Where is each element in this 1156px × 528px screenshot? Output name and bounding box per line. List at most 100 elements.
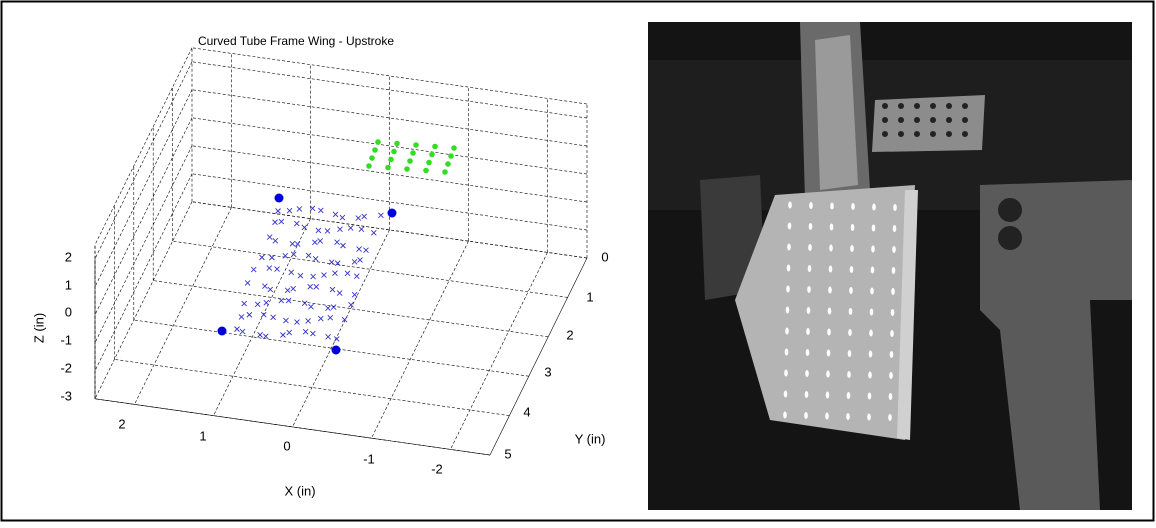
marker-cross <box>329 286 336 293</box>
marker-cross <box>348 302 354 308</box>
grid-line <box>191 145 588 203</box>
y-tick-label: 2 <box>566 327 573 342</box>
photo <box>648 22 1132 510</box>
photo-dot <box>891 267 896 274</box>
marker-cross <box>257 332 263 338</box>
photo-dot <box>786 264 791 272</box>
photo-dot <box>898 103 904 109</box>
marker-green <box>429 151 435 158</box>
photo-dot <box>825 391 830 399</box>
marker-cross <box>294 319 300 325</box>
marker-cross <box>318 207 324 214</box>
grid-line <box>114 359 510 416</box>
photo-dot <box>867 413 871 421</box>
marker-dot <box>331 345 341 355</box>
photo-dot <box>785 306 790 314</box>
marker-cross <box>286 329 293 336</box>
y-tick-label: 3 <box>544 364 551 379</box>
marker-green <box>369 155 375 161</box>
photo-dot <box>898 131 904 137</box>
marker-cross <box>363 247 369 254</box>
photo-dot <box>930 103 936 109</box>
photo-dot <box>870 287 874 295</box>
marker-cross <box>370 229 377 236</box>
photo-dot <box>850 224 855 231</box>
marker-green <box>426 159 432 166</box>
marker-green <box>445 161 451 167</box>
photo-dot <box>788 201 792 209</box>
marker-cross <box>361 213 367 220</box>
photo-dot <box>846 392 851 399</box>
marker-cross <box>301 300 308 307</box>
plot-title: Curved Tube Frame Wing - Upstroke <box>198 34 394 48</box>
marker-green <box>404 166 410 172</box>
marker-dot <box>387 208 397 218</box>
marker-cross <box>280 332 286 338</box>
photo-dot <box>892 225 897 232</box>
marker-cross <box>308 303 314 310</box>
marker-cross <box>344 270 351 277</box>
marker-cross <box>332 270 338 276</box>
photo-dot <box>892 246 896 253</box>
marker-cross <box>267 286 274 293</box>
photo-dot <box>946 117 952 123</box>
photo-dot <box>869 329 873 337</box>
marker-cross <box>334 239 340 245</box>
photo-dot <box>787 222 792 230</box>
marker-cross <box>278 297 285 304</box>
grid-line <box>153 280 549 338</box>
marker-cross <box>309 205 316 212</box>
photo-dot <box>888 393 893 400</box>
grid-line <box>191 201 588 259</box>
photo-dot <box>930 117 936 123</box>
marker-cross <box>351 291 358 298</box>
photo-dot <box>783 390 788 398</box>
grid-line <box>94 201 193 399</box>
marker-cross <box>285 297 292 304</box>
marker-cross <box>266 265 273 271</box>
marker-cross <box>336 290 343 296</box>
marker-green <box>451 145 457 151</box>
photo-dot <box>783 411 787 419</box>
photo-dot <box>868 350 873 358</box>
marker-cross <box>327 314 334 321</box>
z-tick-label: 0 <box>65 304 72 319</box>
photo-dot <box>828 265 833 273</box>
photo-dot <box>829 244 833 252</box>
marker-green <box>442 169 448 175</box>
marker-cross <box>302 328 309 335</box>
photo-dot <box>787 243 791 251</box>
marker-cross <box>239 328 246 335</box>
photo-dot <box>870 266 875 274</box>
marker-cross <box>358 226 365 233</box>
photo-dot <box>805 349 810 356</box>
marker-cross <box>312 239 318 246</box>
marker-cross <box>262 333 269 340</box>
photo-dot <box>826 370 830 378</box>
photo-dot <box>805 370 809 377</box>
marker-cross <box>263 299 270 306</box>
photo-dot <box>846 413 850 420</box>
grid-line <box>450 252 548 450</box>
photo-dot <box>889 351 894 358</box>
photo-dot <box>804 412 808 419</box>
photo-dot <box>882 103 888 109</box>
photo-dot <box>891 288 895 295</box>
photo-dot <box>808 244 812 251</box>
marker-cross <box>270 314 276 321</box>
photo-dot <box>848 308 853 315</box>
marker-green <box>413 142 419 148</box>
y-tick-label: 5 <box>504 446 511 461</box>
marker-cross <box>275 208 281 214</box>
photo-dot <box>830 202 834 210</box>
grid-line <box>94 47 193 245</box>
marker-cross <box>290 285 296 292</box>
photo-dot <box>882 117 888 123</box>
x-tick-label: -1 <box>363 451 375 466</box>
marker-green <box>410 150 416 156</box>
z-tick-label: 1 <box>65 277 72 292</box>
grid-line <box>191 89 588 147</box>
marker-green <box>375 139 381 145</box>
